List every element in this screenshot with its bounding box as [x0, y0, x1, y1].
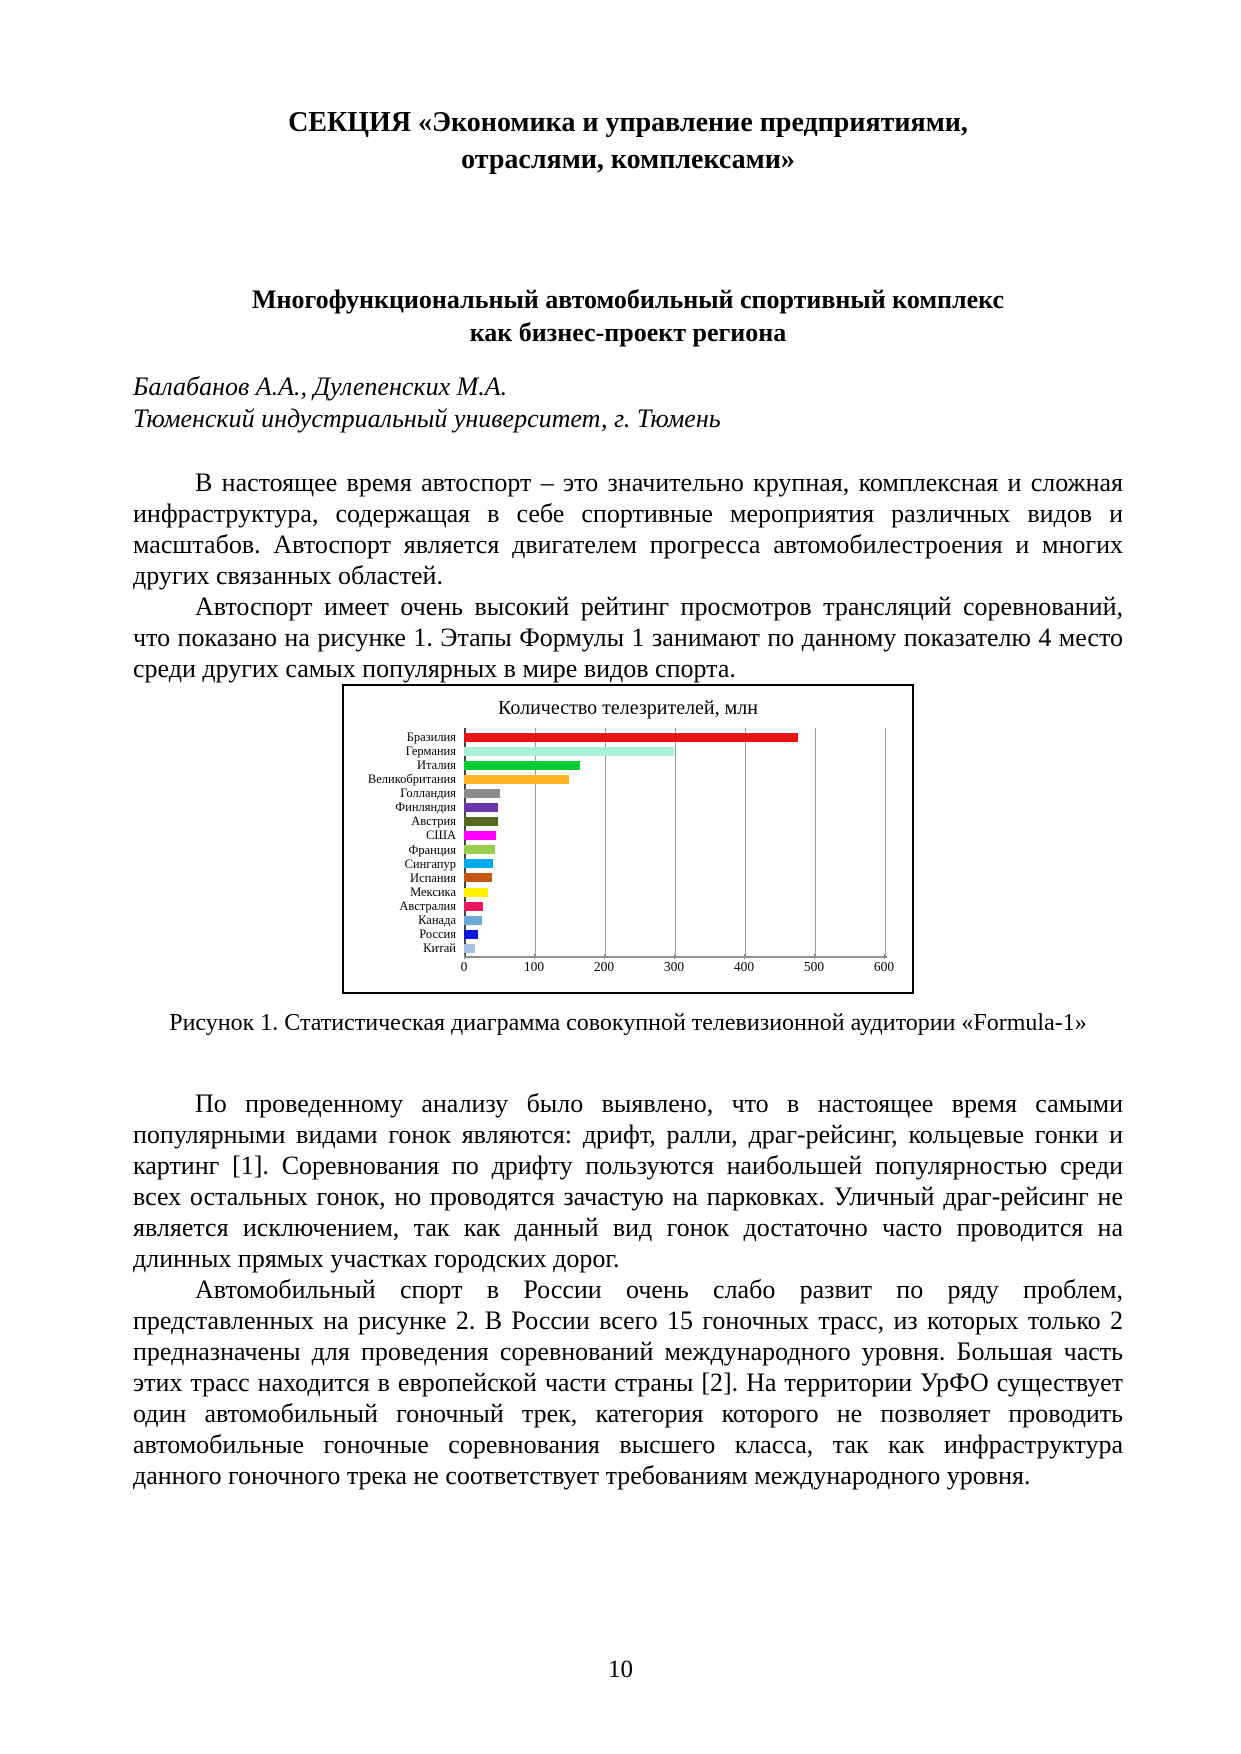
axis-tick-mark	[464, 953, 465, 959]
axis-tick-mark	[674, 953, 675, 959]
chart-category-label: Финляндия	[395, 800, 456, 815]
chart-bar	[464, 788, 501, 798]
axis-tick-label: 300	[663, 958, 685, 974]
chart-category-label: Бразилия	[406, 729, 456, 744]
axis-tick-mark	[604, 953, 605, 959]
chart-bar	[464, 831, 496, 841]
axis-tick-label: 400	[733, 958, 755, 974]
chart-category-label: Голландия	[400, 786, 456, 801]
section-title: СЕКЦИЯ «Экономика и управление предприят…	[288, 107, 968, 175]
chart-category-label: Франция	[408, 842, 457, 857]
axis-tick-label: 0	[460, 958, 468, 974]
chart-bar-row: Австралия	[344, 899, 912, 913]
chart-category-label: Австралия	[399, 898, 456, 913]
body-paragraph-3: По проведенному анализу было выявлено, ч…	[133, 1089, 1123, 1273]
chart-bar-row: Китай	[344, 941, 912, 955]
chart-bar-row: Великобритания	[344, 772, 912, 786]
chart-bar-row: Италия	[344, 758, 912, 772]
chart-bar	[464, 929, 478, 939]
chart-bar-row: Бразилия	[344, 730, 912, 744]
axis-tick-label: 600	[873, 958, 895, 974]
chart-category-label: Россия	[419, 927, 456, 942]
chart-bar	[464, 817, 498, 827]
figure-1-chart: Количество телезрителей, млн Бразилия Гер…	[342, 684, 914, 994]
chart-bar	[464, 901, 483, 911]
axis-tick-mark	[534, 953, 535, 959]
chart-category-label: США	[426, 828, 456, 843]
article-title: Многофункциональный автомобильный спорти…	[251, 285, 1005, 347]
chart-category-label: Германия	[405, 743, 456, 758]
chart-bar	[464, 845, 495, 855]
chart-bar-row: Канада	[344, 913, 912, 927]
chart-x-axis: 0 100 200 300 400 500 600	[344, 953, 912, 978]
chart-rows: Бразилия Германия Италия Великобритания Голл…	[344, 728, 912, 956]
chart-bar-row: Финляндия	[344, 800, 912, 814]
chart-bar-row: Россия	[344, 927, 912, 941]
axis-tick-mark	[814, 953, 815, 959]
chart-bar-row: Мексика	[344, 885, 912, 899]
axis-tick-label: 500	[803, 958, 825, 974]
chart-category-label: Сингапур	[404, 856, 456, 871]
chart-category-label: Великобритания	[367, 772, 456, 787]
chart-bar-row: Голландия	[344, 786, 912, 800]
axis-tick-mark	[744, 953, 745, 959]
chart-bar	[464, 887, 488, 897]
authors-block: Балабанов А.А., Дулепенских М.А. Тюменск…	[133, 371, 1123, 435]
authors-line: Балабанов А.А., Дулепенских М.А.	[133, 372, 508, 401]
body-paragraph-2: Автоспорт имеет очень высокий рейтинг пр…	[133, 592, 1123, 683]
page-content: СЕКЦИЯ «Экономика и управление предприят…	[133, 104, 1123, 1491]
chart-category-label: Канада	[418, 913, 456, 928]
chart-bar	[464, 760, 580, 770]
chart-bar	[464, 803, 498, 813]
chart-category-label: Испания	[410, 870, 456, 885]
body-paragraph-1: В настоящее время автоспорт – это значит…	[133, 468, 1123, 590]
chart-category-label: Мексика	[410, 884, 456, 899]
axis-tick-mark	[884, 953, 885, 959]
chart-category-label: Италия	[417, 757, 456, 772]
figure-caption: Рисунок 1. Статистическая диаграмма сово…	[169, 1010, 1087, 1036]
chart-bar	[464, 943, 475, 953]
chart-bar	[464, 915, 482, 925]
chart-category-label: Китай	[423, 941, 456, 956]
chart-bar	[464, 746, 674, 756]
chart-bar	[464, 873, 492, 883]
chart-category-label: Австрия	[411, 814, 456, 829]
chart-bar-row: Германия	[344, 744, 912, 758]
chart-bar-row: США	[344, 829, 912, 843]
chart-bar-row: Испания	[344, 871, 912, 885]
chart-bar	[464, 859, 494, 869]
affiliation-line: Тюменский индустриальный университет, г.…	[133, 404, 721, 433]
chart-bar	[464, 732, 798, 742]
chart-bar-row: Сингапур	[344, 857, 912, 871]
chart-title: Количество телезрителей, млн	[498, 697, 758, 719]
chart-bar-row: Франция	[344, 843, 912, 857]
axis-tick-label: 100	[523, 958, 545, 974]
chart-bar	[464, 774, 569, 784]
chart-plot-area: Бразилия Германия Италия Великобритания Голл…	[344, 728, 912, 973]
body-paragraph-4: Автомобильный спорт в России очень слабо…	[133, 1275, 1123, 1490]
page-number: 10	[608, 1656, 633, 1683]
axis-tick-label: 200	[593, 958, 615, 974]
chart-bar-row: Австрия	[344, 815, 912, 829]
